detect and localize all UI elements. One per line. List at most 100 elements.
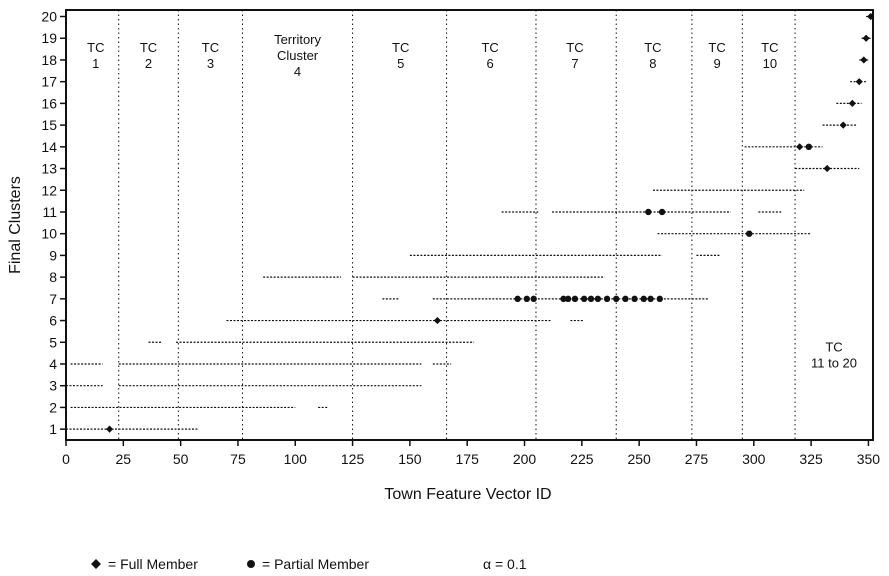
full-member-point: [433, 316, 442, 325]
partial-member-point: [594, 295, 602, 303]
membership-ranges: [66, 15, 873, 430]
y-tick-label: 9: [49, 247, 57, 263]
partial-member-point: [805, 143, 813, 151]
x-axis-title: Town Feature Vector ID: [384, 486, 551, 503]
annotation-label: 2: [145, 56, 152, 71]
annotation-label: TC: [825, 340, 842, 355]
partial-member-point: [745, 230, 753, 237]
annotation-label: 8: [649, 56, 656, 71]
full-member-point: [839, 121, 847, 129]
legend-partial-member: = Partial Member: [262, 556, 369, 572]
partial-member-point: [603, 295, 611, 303]
y-tick-label: 2: [49, 399, 57, 415]
partial-member-point: [656, 295, 663, 303]
partial-member-point: [640, 295, 647, 303]
y-tick-label: 3: [49, 378, 57, 394]
annotation-label: 10: [763, 56, 777, 71]
annotation-label: TC: [761, 40, 778, 55]
y-tick-label: 19: [41, 30, 57, 46]
annotation-label: TC: [392, 40, 409, 55]
legend-alpha: α = 0.1: [483, 556, 527, 572]
partial-member-point: [645, 208, 652, 216]
cluster-annotations: TC1TC2TC3TerritoryCluster4TC5TC6TC7TC8TC…: [87, 32, 857, 371]
partial-member-point: [613, 295, 620, 303]
annotation-label: 1: [92, 56, 99, 71]
y-tick-label: 12: [41, 182, 57, 198]
annotation-label: TC: [140, 40, 157, 55]
x-tick-label: 200: [513, 451, 537, 467]
partial-member-point: [622, 295, 629, 303]
x-tick-label: 25: [116, 451, 132, 467]
annotation-label: TC: [708, 40, 725, 55]
annotation-label: TC: [481, 40, 498, 55]
x-tick-label: 125: [341, 451, 365, 467]
y-tick-label: 15: [41, 117, 57, 133]
y-tick-label: 14: [41, 139, 57, 155]
x-tick-label: 300: [742, 451, 766, 467]
partial-member-point: [647, 295, 654, 303]
y-tick-label: 17: [41, 74, 57, 90]
annotation-label: 4: [294, 64, 301, 79]
x-tick-label: 100: [284, 451, 308, 467]
x-tick-label: 275: [685, 451, 709, 467]
x-tick-label: 325: [799, 451, 823, 467]
full-member-point: [848, 99, 856, 107]
data-points: [105, 12, 875, 433]
y-tick-label: 13: [41, 161, 57, 177]
partial-member-point: [631, 295, 638, 303]
annotation-label: Cluster: [277, 48, 319, 63]
full-member-point: [855, 78, 863, 86]
y-tick-label: 18: [41, 52, 57, 68]
annotation-label: Territory: [274, 32, 321, 47]
x-tick-label: 175: [456, 451, 480, 467]
full-member-point: [823, 164, 831, 173]
full-member-point: [862, 34, 870, 42]
y-tick-label: 11: [42, 204, 57, 220]
annotation-label: 3: [207, 56, 214, 71]
plot-frame: [65, 9, 874, 441]
cluster-boundaries: [118, 10, 796, 440]
y-tick-label: 1: [49, 421, 57, 437]
full-member-point: [796, 143, 804, 151]
legend-circle-marker: [247, 560, 255, 568]
axes: 0 25 50 75 100 125 150 175 200 225 250 275 300 325 350…: [41, 9, 880, 467]
partial-member-point: [587, 295, 595, 303]
full-member-point: [105, 425, 114, 433]
x-tick-label: 350: [857, 451, 881, 467]
y-axis-title: Final Clusters: [7, 176, 24, 274]
legend: = Full Member = Partial Member α = 0.1: [91, 556, 527, 572]
partial-member-point: [658, 208, 666, 216]
partial-member-point: [580, 295, 588, 303]
x-tick-label: 250: [627, 451, 651, 467]
y-tick-label: 5: [49, 334, 57, 350]
annotation-label: 6: [487, 56, 494, 71]
partial-member-point: [560, 295, 567, 303]
annotation-label: TC: [566, 40, 583, 55]
y-tick-label: 8: [49, 269, 57, 285]
x-tick-label: 150: [398, 451, 422, 467]
partial-member-point: [571, 295, 579, 303]
partial-member-point: [514, 295, 521, 303]
y-tick-label: 10: [41, 226, 57, 242]
partial-member-point: [523, 295, 531, 303]
legend-full-member: = Full Member: [108, 556, 198, 572]
partial-member-point: [564, 295, 572, 303]
annotation-label: TC: [87, 40, 104, 55]
annotation-label: TC: [644, 40, 661, 55]
annotation-label: 11 to 20: [811, 356, 857, 371]
annotation-label: TC: [202, 40, 219, 55]
x-tick-label: 225: [570, 451, 594, 467]
annotation-label: 7: [571, 56, 578, 71]
y-tick-label: 20: [41, 9, 57, 25]
y-tick-label: 7: [49, 291, 57, 307]
y-tick-label: 4: [49, 356, 57, 372]
partial-member-point: [530, 295, 537, 303]
annotation-label: 9: [713, 56, 720, 71]
legend-diamond-marker: [91, 559, 101, 569]
x-tick-label: 75: [230, 451, 246, 467]
y-tick-label: 16: [41, 95, 57, 111]
annotation-label: 5: [397, 56, 404, 71]
x-tick-label: 50: [173, 451, 189, 467]
